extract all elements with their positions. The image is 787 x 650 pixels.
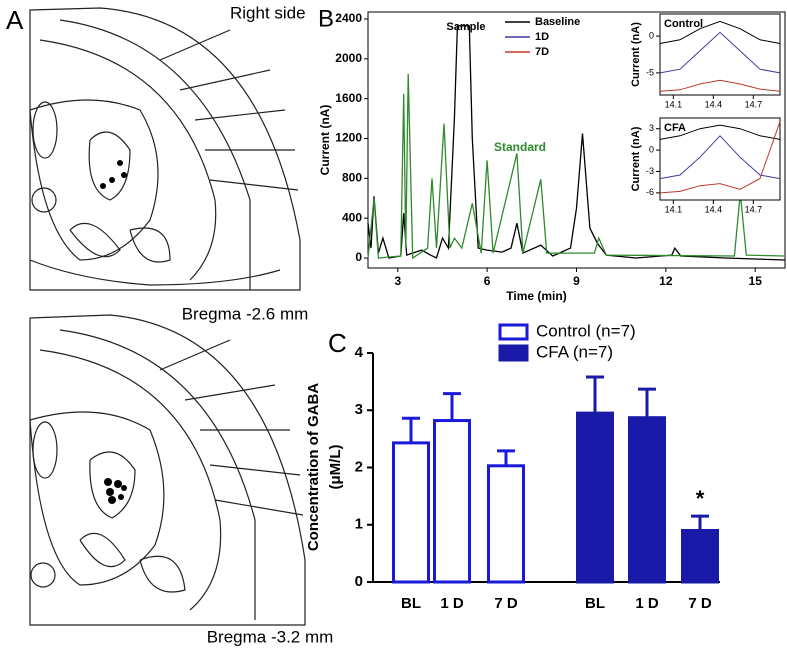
x-tick-label: BL xyxy=(585,595,605,612)
legend-swatch xyxy=(498,323,529,341)
x-tick-label: 14.7 xyxy=(745,204,763,214)
x-tick-label: 1 D xyxy=(440,595,464,612)
legend-label: CFA (n=7) xyxy=(536,342,613,361)
bar xyxy=(576,411,614,584)
y-tick-label: 0 xyxy=(649,144,654,154)
atlas-top xyxy=(29,7,301,291)
x-tick-label: 3 xyxy=(394,274,401,288)
legend-label: Baseline xyxy=(535,16,580,28)
bar xyxy=(628,416,666,584)
y-tick-label: 800 xyxy=(342,171,362,185)
x-tick-label: 7 D xyxy=(494,595,518,612)
y-tick-label: 2400 xyxy=(335,11,362,25)
inset-title: CFA xyxy=(664,122,686,134)
y-tick-label: 1 xyxy=(355,516,363,533)
x-tick-label: 14.1 xyxy=(665,99,683,109)
atlas-caption: Bregma -2.6 mm xyxy=(182,304,309,323)
annotation: * xyxy=(696,486,705,511)
x-tick-label: 14.4 xyxy=(705,204,723,214)
y-tick-label: 0 xyxy=(355,250,362,264)
y-axis-label: Current (nA) xyxy=(318,105,332,176)
y-tick-label: 400 xyxy=(342,210,362,224)
y-axis-label: Current (nA) xyxy=(630,22,642,87)
legend-label: Control (n=7) xyxy=(536,321,636,340)
panel-letter: B xyxy=(318,5,334,32)
y-tick-label: 1600 xyxy=(335,91,362,105)
plot-frame xyxy=(659,13,781,96)
y-tick-label: 3 xyxy=(355,401,363,418)
bar xyxy=(392,441,430,584)
y-axis-label: Concentration of GABA xyxy=(305,383,322,551)
legend-label: 7D xyxy=(535,46,549,58)
y-tick-label: 0 xyxy=(355,573,363,590)
x-tick-label: 12 xyxy=(659,274,673,288)
annotation: Sample xyxy=(446,21,485,33)
y-tick-label: 2000 xyxy=(335,51,362,65)
x-tick-label: 14.4 xyxy=(705,99,723,109)
y-tick-label: -6 xyxy=(646,187,654,197)
panel-letter: C xyxy=(328,328,347,358)
x-tick-label: 1 D xyxy=(635,595,659,612)
series-line xyxy=(659,20,781,44)
legend-swatch xyxy=(498,344,529,362)
x-tick-label: 14.1 xyxy=(665,204,683,214)
series-line xyxy=(659,121,781,194)
y-axis-label: (μM/L) xyxy=(327,445,344,490)
x-tick-label: 14.7 xyxy=(745,99,763,109)
atlas-label: Right side xyxy=(230,3,306,22)
series-line xyxy=(659,124,781,140)
x-tick-label: BL xyxy=(401,595,421,612)
y-tick-label: 0 xyxy=(649,30,654,40)
bar xyxy=(487,464,525,584)
bar xyxy=(433,419,471,584)
series-line xyxy=(367,73,786,260)
panel-letter: A xyxy=(6,5,24,35)
plot-frame xyxy=(659,117,781,201)
bar xyxy=(681,528,719,584)
y-tick-label: 3 xyxy=(649,123,654,133)
y-tick-label: 4 xyxy=(355,344,364,361)
x-tick-label: 15 xyxy=(749,274,763,288)
series-line xyxy=(659,31,781,74)
x-axis-label: Time (min) xyxy=(506,289,566,303)
atlas-caption: Bregma -3.2 mm xyxy=(207,627,334,646)
atlas-bottom xyxy=(29,314,306,626)
y-axis-label: Current (nA) xyxy=(630,126,642,191)
x-tick-label: 7 D xyxy=(688,595,712,612)
x-tick-label: 6 xyxy=(484,274,491,288)
series-line xyxy=(659,135,781,180)
inset-title: Control xyxy=(664,18,703,30)
y-tick-label: 2 xyxy=(355,458,363,475)
y-tick-label: -3 xyxy=(646,166,654,176)
y-tick-label: 1200 xyxy=(335,131,362,145)
annotation: Standard xyxy=(494,140,546,154)
x-tick-label: 9 xyxy=(573,274,580,288)
y-tick-label: -5 xyxy=(646,67,654,77)
series-line xyxy=(659,79,781,92)
legend-label: 1D xyxy=(535,31,549,43)
